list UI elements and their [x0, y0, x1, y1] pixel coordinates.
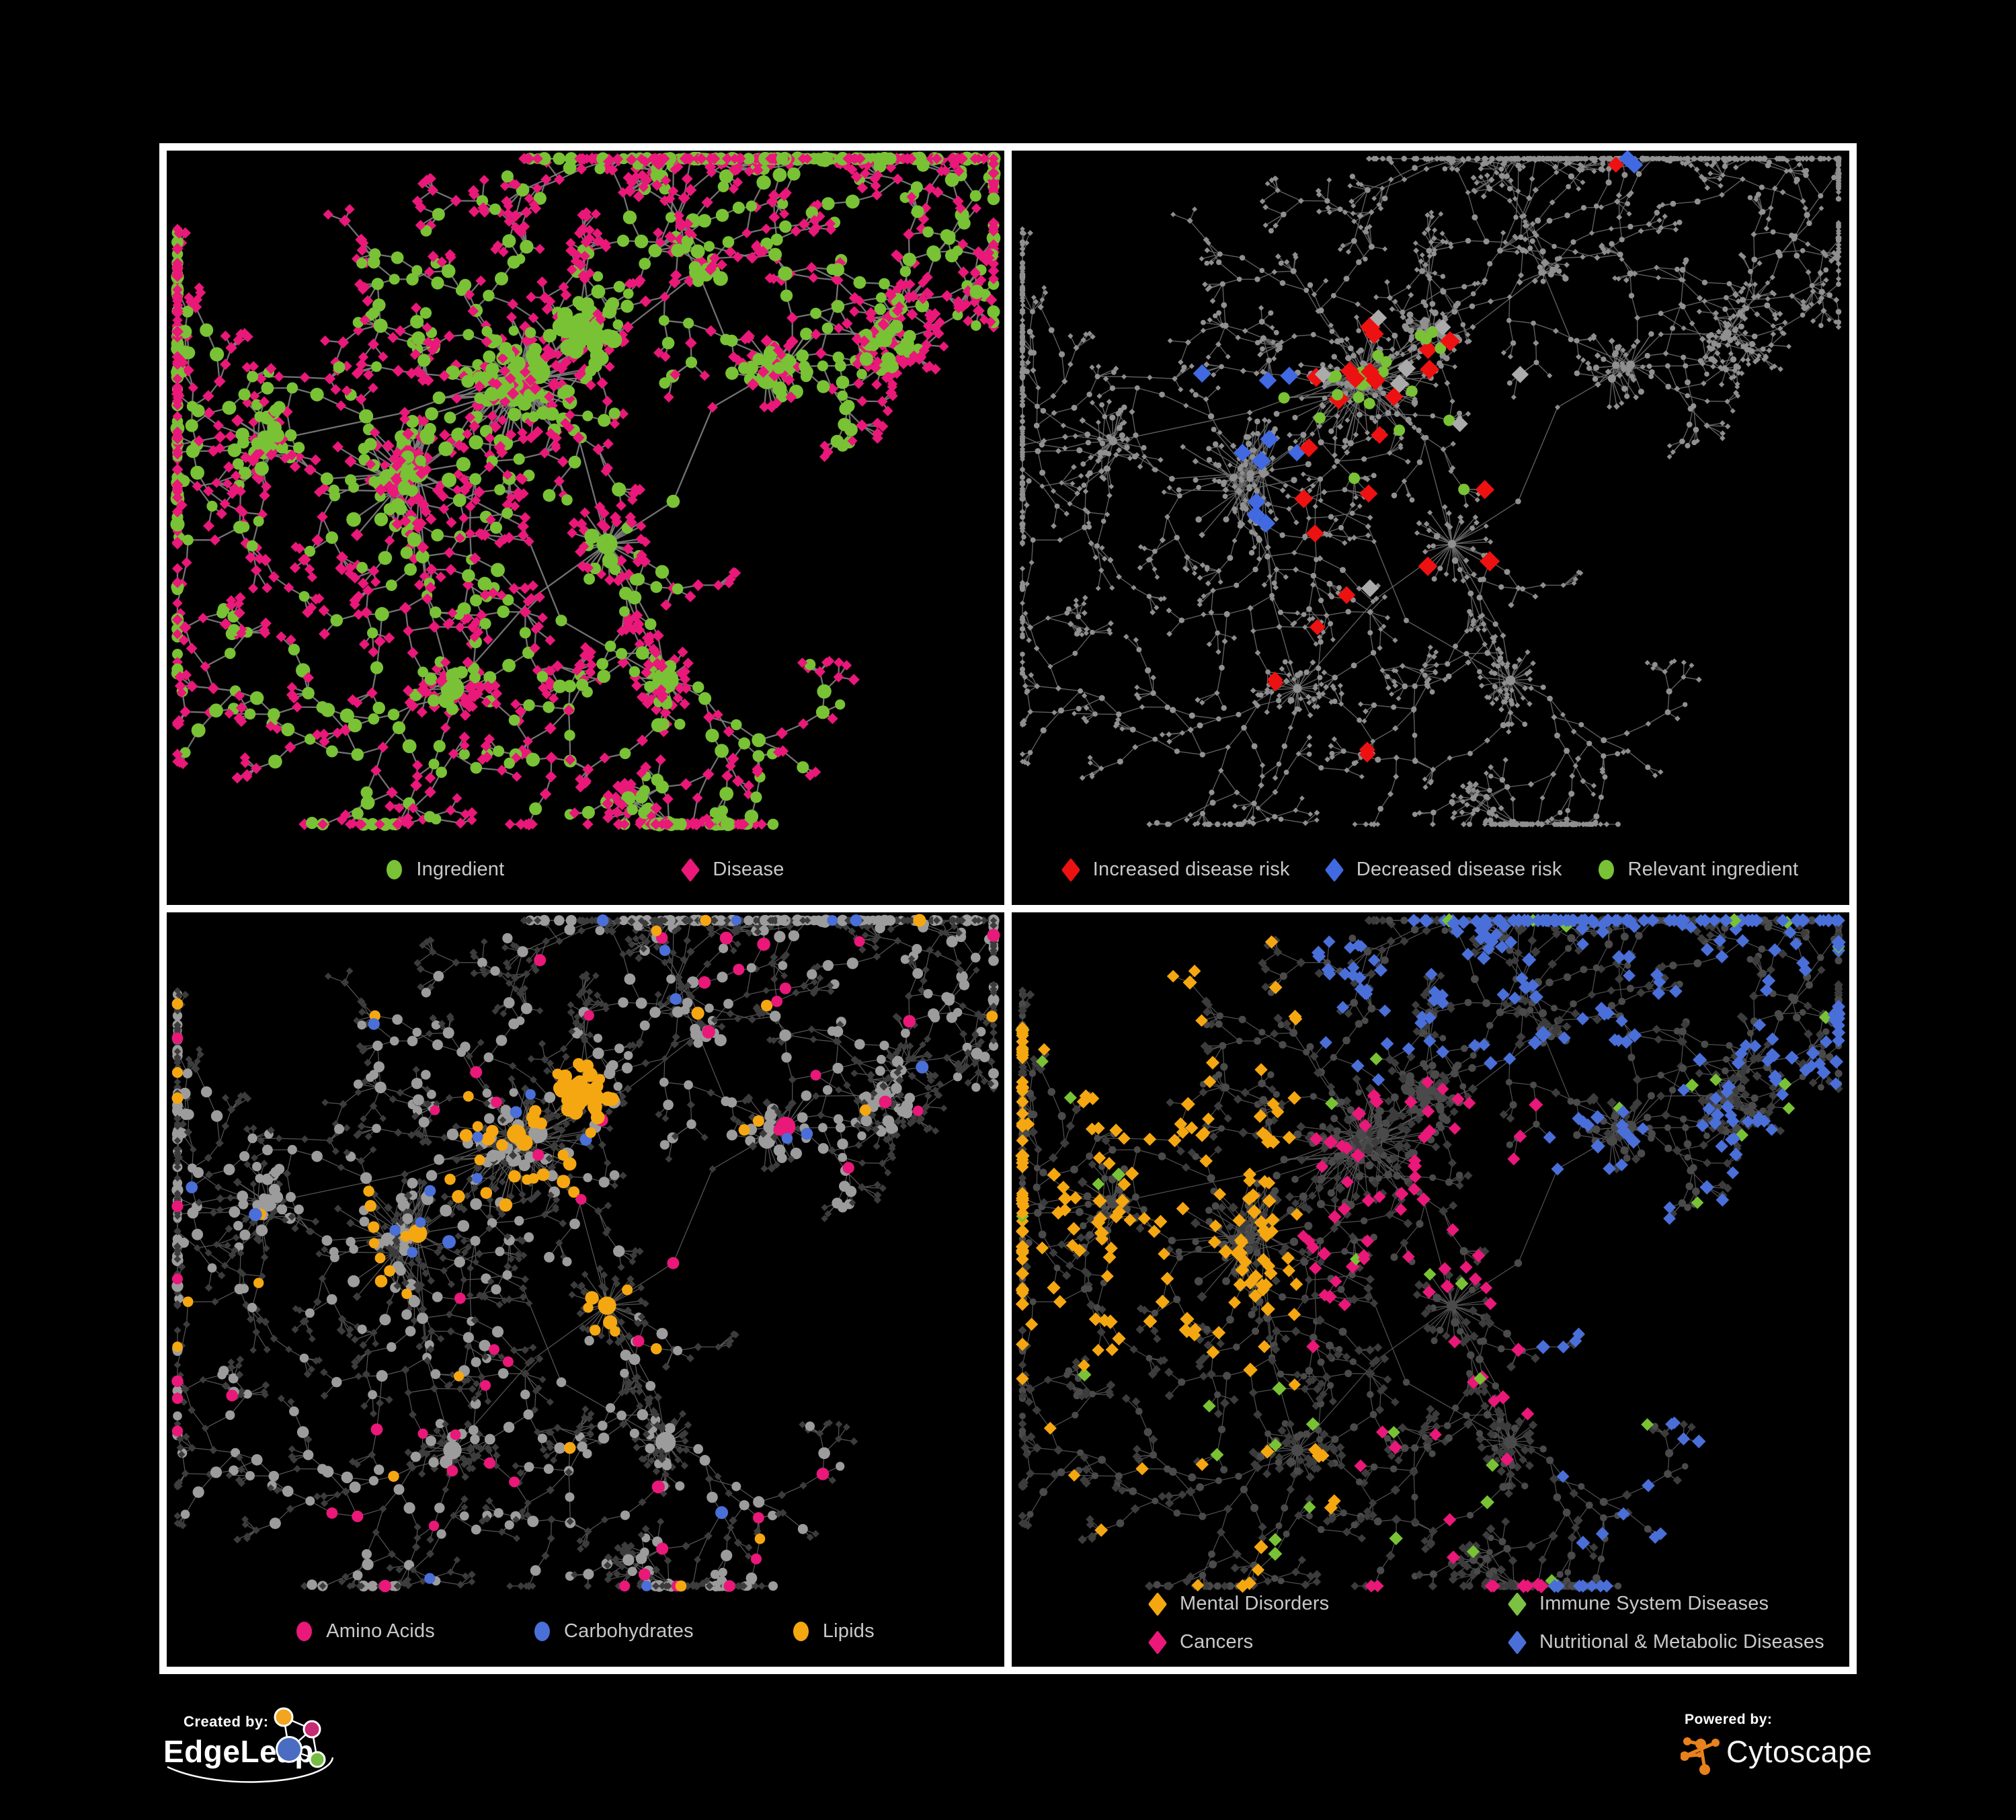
carbohydrates-marker-circle-icon	[534, 1622, 550, 1641]
legend-item-decreased-risk: Decreased disease risk	[1324, 857, 1562, 882]
legend-label: Disease	[713, 859, 784, 880]
panel-nutrient-classes: Amino Acids Carbohydrates Lipids	[167, 912, 1004, 1667]
legend-label: Increased disease risk	[1092, 859, 1290, 880]
panel-grid: Ingredient Disease Increased disease ris…	[159, 143, 1857, 1674]
legend-label: Nutritional & Metabolic Diseases	[1539, 1631, 1824, 1653]
nutrient-class-legend: Amino Acids Carbohydrates Lipids	[167, 1620, 1004, 1643]
disease-class-legend: Mental Disorders Immune System Diseases …	[1147, 1591, 1824, 1655]
cancers-marker-diamond-icon	[1147, 1630, 1168, 1655]
decreased-risk-marker-diamond-icon	[1324, 857, 1344, 882]
powered-by-label: Powered by:	[1685, 1712, 1773, 1727]
legend-label: Immune System Diseases	[1539, 1593, 1769, 1614]
panel-ingredient-disease: Ingredient Disease	[167, 151, 1004, 905]
legend-item-amino-acids: Amino Acids	[296, 1620, 435, 1643]
legend-label: Amino Acids	[326, 1620, 435, 1642]
legend-item-increased-risk: Increased disease risk	[1061, 857, 1290, 882]
cytoscape-logo-icon	[1681, 1737, 1720, 1775]
amino-acids-marker-circle-icon	[296, 1622, 313, 1641]
mental-disorders-marker-diamond-icon	[1147, 1591, 1168, 1616]
edgeleap-logo-icon	[167, 1707, 334, 1783]
legend-item-mental-disorders: Mental Disorders	[1147, 1591, 1509, 1616]
cytoscape-wordmark: Cytoscape	[1726, 1735, 1873, 1769]
legend-item-carbohydrates: Carbohydrates	[534, 1620, 694, 1643]
ingredient-disease-network-canvas	[170, 151, 1001, 832]
panel-disease-classes: Mental Disorders Immune System Diseases …	[1012, 912, 1849, 1667]
disease-class-network-canvas	[1015, 913, 1846, 1593]
legend-label: Cancers	[1180, 1631, 1254, 1653]
legend-item-relevant-ingredient: Relevant ingredient	[1598, 859, 1799, 881]
created-by-label: Created by:	[184, 1713, 269, 1730]
lipids-marker-circle-icon	[793, 1622, 809, 1641]
disease-risk-network-canvas	[1019, 151, 1842, 828]
legend-item-lipids: Lipids	[793, 1620, 875, 1643]
disease-marker-diamond-icon	[681, 857, 700, 882]
edgeleap-credit: Created by: EdgeLeap	[159, 1702, 401, 1820]
legend-item-cancers: Cancers	[1147, 1630, 1509, 1655]
legend-item-immune-diseases: Immune System Diseases	[1507, 1591, 1824, 1616]
nutrient-class-network-canvas	[171, 914, 1000, 1593]
legend-label: Carbohydrates	[563, 1620, 694, 1642]
nutritional-metabolic-marker-diamond-icon	[1507, 1630, 1527, 1655]
ingredient-disease-legend: Ingredient Disease	[167, 857, 1004, 882]
relevant-ingredient-marker-circle-icon	[1598, 860, 1614, 879]
immune-diseases-marker-diamond-icon	[1507, 1591, 1527, 1616]
panel-disease-risk: Increased disease risk Decreased disease…	[1012, 151, 1849, 905]
increased-risk-marker-diamond-icon	[1061, 857, 1080, 882]
legend-item-disease: Disease	[681, 857, 784, 882]
ingredient-marker-circle-icon	[387, 860, 403, 879]
legend-label: Mental Disorders	[1180, 1593, 1330, 1614]
legend-label: Lipids	[822, 1620, 875, 1642]
legend-item-nutritional-metabolic: Nutritional & Metabolic Diseases	[1507, 1630, 1824, 1655]
disease-risk-legend: Increased disease risk Decreased disease…	[1012, 857, 1849, 882]
legend-item-ingredient: Ingredient	[387, 859, 504, 881]
legend-label: Decreased disease risk	[1356, 859, 1562, 880]
legend-label: Relevant ingredient	[1627, 859, 1799, 880]
cytoscape-credit: Powered by: Cytoscape	[1675, 1706, 1904, 1794]
legend-label: Ingredient	[416, 859, 505, 880]
